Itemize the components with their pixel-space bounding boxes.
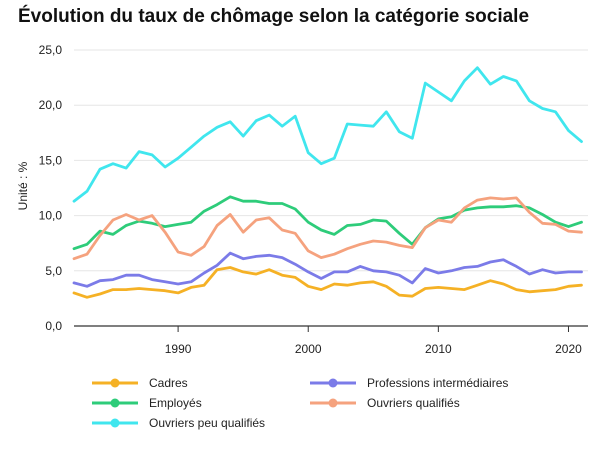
legend-label: Ouvriers qualifiés: [367, 396, 460, 410]
y-axis-label: Unité : %: [16, 161, 30, 210]
legend-item[interactable]: Professions intermédiaires: [310, 376, 508, 390]
y-tick-label: 5,0: [45, 264, 62, 278]
legend-item[interactable]: Ouvriers qualifiés: [310, 396, 460, 410]
legend-label: Professions intermédiaires: [367, 376, 508, 390]
y-tick-label: 20,0: [39, 98, 63, 112]
series-line: [72, 66, 583, 203]
legend: Cadres Professions intermédiaires Employés…: [92, 376, 508, 430]
y-tick-label: 25,0: [39, 43, 63, 57]
series-lines: [72, 66, 583, 299]
series-line: [72, 195, 583, 251]
y-tick-label: 15,0: [39, 153, 63, 167]
legend-item[interactable]: Employés: [92, 396, 202, 410]
y-tick-label: 0,0: [45, 319, 62, 333]
chart-title: Évolution du taux de chômage selon la ca…: [18, 6, 530, 27]
legend-label: Employés: [149, 396, 202, 410]
x-tick-label: 1990: [165, 342, 192, 356]
series-line: [72, 266, 583, 299]
legend-swatch-marker: [328, 378, 338, 388]
x-tick-label: 2010: [425, 342, 452, 356]
legend-label: Cadres: [149, 376, 188, 390]
legend-label: Ouvriers peu qualifiés: [149, 416, 265, 430]
series-line: [72, 196, 583, 261]
legend-swatch-marker: [110, 378, 120, 388]
legend-swatch-marker: [110, 398, 120, 408]
series-line: [72, 251, 583, 288]
x-tick-label: 2020: [555, 342, 582, 356]
x-tick-label: 2000: [295, 342, 322, 356]
legend-item[interactable]: Cadres: [92, 376, 188, 390]
y-tick-label: 10,0: [39, 209, 63, 223]
axes: 0,0 5,0 10,0 15,0 20,0 25,0 1990 2000 2010 2020 Un…: [16, 43, 588, 356]
legend-swatch-marker: [328, 398, 338, 408]
legend-swatch-marker: [110, 418, 120, 428]
legend-item[interactable]: Ouvriers peu qualifiés: [92, 416, 265, 430]
